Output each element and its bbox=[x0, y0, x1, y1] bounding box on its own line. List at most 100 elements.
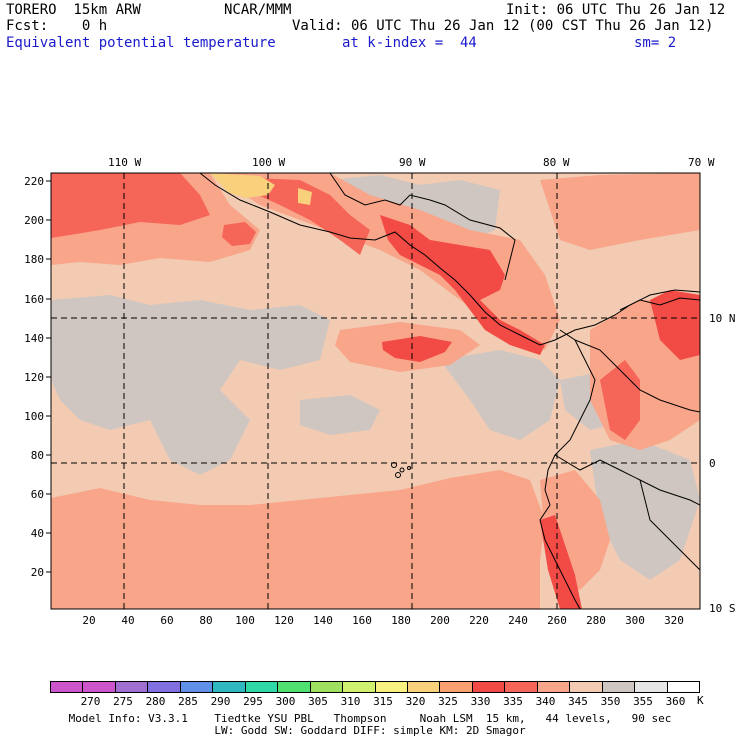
y-axis-labels: 20 40 60 80 100 120 140 160 180 200 220 bbox=[24, 175, 44, 579]
model-physics: LW: Godd SW: Goddard DIFF: simple KM: 2D… bbox=[214, 724, 526, 737]
lon-label-110w: 110 W bbox=[108, 156, 141, 169]
colorbar-swatch bbox=[440, 682, 473, 692]
field-patch-330-mexico bbox=[250, 178, 370, 255]
y-tick-label: 80 bbox=[31, 449, 44, 462]
colorbar-swatch bbox=[51, 682, 84, 692]
field-patch-330-guatemala bbox=[380, 215, 545, 355]
x-axis-labels: 20 40 60 80 100 120 140 160 180 200 220 … bbox=[82, 614, 684, 627]
y-tick-label: 180 bbox=[24, 253, 44, 266]
colorbar-swatch bbox=[83, 682, 116, 692]
field-patch-330-center bbox=[382, 336, 452, 362]
colorbar-swatch bbox=[505, 682, 538, 692]
colorbar-swatch bbox=[407, 682, 441, 692]
y-tick-label: 140 bbox=[24, 332, 44, 345]
colorbar-unit: K bbox=[697, 694, 704, 707]
border-colombia bbox=[574, 339, 700, 413]
colorbar-swatch bbox=[213, 682, 246, 692]
axis-ticks bbox=[46, 180, 51, 573]
field-patch-330-peru bbox=[540, 515, 582, 609]
x-tick-label: 280 bbox=[586, 614, 606, 627]
level-label: at k-index = 44 bbox=[342, 35, 477, 51]
y-tick-label: 100 bbox=[24, 410, 44, 423]
lon-label-70w: 70 W bbox=[688, 156, 715, 169]
x-tick-label: 20 bbox=[82, 614, 95, 627]
colorbar-label: 280 bbox=[145, 695, 166, 708]
x-tick-label: 160 bbox=[352, 614, 372, 627]
lon-label-90w: 90 W bbox=[399, 156, 426, 169]
coastlines bbox=[199, 173, 700, 609]
field-patch-330-nw bbox=[51, 173, 210, 238]
field-patch-345-south bbox=[590, 440, 700, 580]
y-tick-label: 200 bbox=[24, 214, 44, 227]
field-patch-335-sw bbox=[51, 470, 545, 609]
field-patch-320-mexico bbox=[210, 173, 275, 198]
colorbar-labels: 270 275 280 285 290 295 300 305 310 315 320 325 330 3… bbox=[50, 695, 700, 709]
colorbar-swatch bbox=[570, 682, 603, 692]
galapagos-island-4 bbox=[407, 466, 411, 470]
field-patch-345-central bbox=[300, 395, 380, 435]
colorbar-label: 290 bbox=[210, 695, 231, 708]
colorbar-label: 320 bbox=[405, 695, 426, 708]
lon-label-100w: 100 W bbox=[252, 156, 285, 169]
lat-label-10n: 10 N bbox=[709, 312, 736, 325]
field-layer bbox=[51, 173, 700, 609]
colorbar-label: 270 bbox=[80, 695, 101, 708]
field-patch-345-west bbox=[51, 295, 330, 475]
colorbar-swatch bbox=[278, 682, 311, 692]
colorbar-label: 345 bbox=[568, 695, 588, 708]
colorbar-swatch bbox=[602, 682, 636, 692]
lon-label-80w: 80 W bbox=[543, 156, 570, 169]
colorbar-label: 310 bbox=[340, 695, 361, 708]
colorbar-label: 285 bbox=[178, 695, 198, 708]
x-tick-label: 240 bbox=[508, 614, 528, 627]
graticule bbox=[51, 173, 700, 609]
model-info: Model Info: V3.3.1 Tiedtke YSU PBL Thomp… bbox=[68, 712, 672, 725]
colorbar-label: 355 bbox=[633, 695, 653, 708]
field-patch-345-north bbox=[330, 175, 500, 240]
x-tick-label: 100 bbox=[235, 614, 255, 627]
plot-frame bbox=[50, 172, 701, 610]
map: 110 W 100 W 90 W 80 W 70 W 10 N 0 10 S 2… bbox=[24, 156, 736, 627]
forecast-hour: Fcst: 0 h bbox=[6, 18, 108, 34]
lat-label-10s: 10 S bbox=[709, 602, 736, 615]
x-tick-label: 180 bbox=[391, 614, 411, 627]
colorbar-label: 275 bbox=[113, 695, 133, 708]
x-tick-label: 220 bbox=[469, 614, 489, 627]
colorbar-swatch bbox=[472, 682, 506, 692]
field-patch-330-blob bbox=[222, 222, 256, 246]
colorbar-label: 360 bbox=[665, 695, 686, 708]
colorbar-label: 335 bbox=[503, 695, 523, 708]
colorbar-label: 330 bbox=[470, 695, 491, 708]
smoothing-label: sm= 2 bbox=[634, 35, 677, 51]
field-patch-335-ne bbox=[540, 173, 700, 250]
colorbar-label: 315 bbox=[373, 695, 393, 708]
x-tick-label: 300 bbox=[625, 614, 645, 627]
y-tick-label: 120 bbox=[24, 371, 44, 384]
border-peru-brazil bbox=[639, 479, 700, 571]
colorbar-label: 305 bbox=[308, 695, 328, 708]
x-tick-label: 260 bbox=[547, 614, 567, 627]
coast-south-america bbox=[539, 329, 596, 609]
colorbar-label: 300 bbox=[275, 695, 296, 708]
colorbar-label: 350 bbox=[600, 695, 621, 708]
galapagos-island-3 bbox=[395, 472, 401, 478]
valid-time: Valid: 06 UTC Thu 26 Jan 12 (00 CST Thu … bbox=[292, 18, 714, 34]
coast-caribbean-ne bbox=[619, 297, 700, 311]
model-title: TORERO 15km ARW bbox=[6, 2, 141, 18]
y-tick-label: 60 bbox=[31, 488, 44, 501]
colorbar-swatch bbox=[245, 682, 279, 692]
init-time: Init: 06 UTC Thu 26 Jan 12 bbox=[506, 2, 726, 18]
border-ecuador-peru bbox=[554, 454, 700, 506]
org-label: NCAR/MMM bbox=[224, 2, 292, 18]
y-tick-label: 160 bbox=[24, 293, 44, 306]
colorbar-label: 325 bbox=[438, 695, 458, 708]
y-tick-label: 40 bbox=[31, 527, 44, 540]
coast-yucatan bbox=[329, 173, 516, 281]
colorbar-swatch bbox=[310, 682, 344, 692]
field-patch-330-venezuela bbox=[650, 290, 700, 360]
field-name: Equivalent potential temperature bbox=[6, 35, 276, 51]
x-tick-label: 120 bbox=[274, 614, 294, 627]
colorbar-swatch bbox=[180, 682, 214, 692]
coast-central-america bbox=[199, 173, 700, 346]
x-tick-label: 40 bbox=[121, 614, 134, 627]
